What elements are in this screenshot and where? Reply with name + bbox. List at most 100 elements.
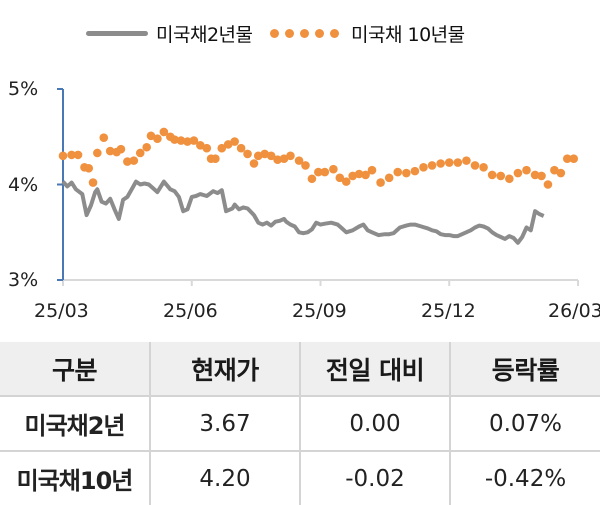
x-tick-label: 25/06 — [163, 300, 218, 322]
series-10y-dot — [384, 173, 394, 183]
y-tick-label: 5% — [8, 78, 39, 100]
series-10y-dot — [217, 143, 227, 153]
legend-label-10y: 미국채 10년물 — [351, 24, 465, 46]
series-10y-dot — [159, 127, 169, 137]
series-10y-dot — [266, 151, 276, 161]
table-header-row: 구분 현재가 전일 대비 등락률 — [0, 342, 600, 397]
header-category: 구분 — [0, 342, 151, 397]
series-10y-dot — [279, 154, 289, 164]
chart-plot-area — [57, 88, 579, 286]
series-10y-dot — [341, 177, 351, 186]
y-tick-label: 3% — [8, 269, 39, 291]
series-10y-dot — [170, 135, 179, 144]
header-price: 현재가 — [149, 342, 301, 397]
series-10y-dot — [513, 168, 523, 178]
series-10y-dot — [410, 166, 420, 176]
table-row: 미국채10년 4.20 -0.02 -0.42% — [0, 451, 600, 505]
series-10y-dot — [562, 154, 572, 164]
series-10y-dot — [189, 136, 199, 145]
series-10y-dot — [436, 159, 445, 168]
series-10y-dot — [470, 161, 480, 170]
dot-swatch-icon — [270, 29, 345, 38]
series-2y-line — [61, 179, 545, 245]
series-10y-dot — [314, 167, 323, 177]
series-10y-dot — [236, 143, 246, 153]
yield-table: 구분 현재가 전일 대비 등락률 미국채2년 3.67 0.00 0.07% 미… — [0, 342, 600, 505]
series-10y-dot — [129, 156, 139, 165]
series-10y-dot — [88, 178, 98, 187]
row-price: 4.20 — [149, 451, 301, 505]
series-10y-dot — [367, 165, 377, 175]
series-10y-dot — [196, 141, 205, 150]
series-10y-dot — [530, 170, 540, 180]
header-rate: 등락률 — [449, 342, 600, 397]
series-10y-dot — [320, 167, 330, 177]
series-10y-dot — [307, 174, 317, 184]
header-change: 전일 대비 — [299, 342, 451, 397]
series-10y-dot — [556, 168, 566, 178]
series-10y-dot — [273, 155, 282, 164]
y-tick-label: 4% — [8, 174, 39, 196]
series-10y-dot — [402, 168, 411, 178]
series-10y-dot — [58, 151, 68, 161]
series-10y-dot — [286, 151, 295, 161]
legend-item-2y: 미국채2년물 — [86, 20, 253, 47]
series-10y-dot — [176, 136, 186, 145]
series-10y-dot — [211, 154, 220, 164]
series-10y-dot — [243, 149, 252, 159]
series-10y-dot — [393, 167, 403, 177]
series-10y-dot — [67, 150, 76, 160]
series-10y-dot — [496, 171, 506, 181]
yield-chart: 5% 4% 3% 25/03 25/06 25/09 25/12 26/03 — [0, 70, 600, 330]
series-10y-dot — [99, 133, 109, 143]
table-row: 미국채2년 3.67 0.00 0.07% — [0, 396, 600, 452]
series-10y-dot — [419, 163, 428, 172]
series-10y-dot — [146, 131, 156, 141]
series-10y-dot — [335, 173, 345, 183]
x-tick-label: 26/03 — [548, 300, 600, 322]
series-10y-dot — [223, 140, 233, 149]
series-10y-dot — [479, 163, 488, 172]
series-10y-dot — [105, 146, 115, 156]
series-10y-dot — [505, 174, 514, 184]
series-10y-dot — [569, 154, 579, 164]
series-10y-dot — [116, 144, 126, 154]
chart-legend: 미국채2년물 미국채 10년물 — [0, 20, 600, 50]
series-10y-dot — [376, 178, 385, 187]
series-10y-dot — [522, 165, 531, 175]
series-10y-dot — [537, 171, 546, 181]
x-tick-label: 25/09 — [292, 300, 347, 322]
row-change: 0.00 — [299, 396, 451, 452]
series-10y-dot — [230, 137, 239, 146]
row-change: -0.02 — [299, 451, 451, 505]
row-name: 미국채10년 — [0, 451, 151, 505]
series-10y-dot — [487, 170, 497, 180]
row-rate: -0.42% — [449, 451, 600, 505]
row-rate: 0.07% — [449, 396, 600, 452]
series-10y-dot — [294, 156, 304, 165]
series-10y-dot — [550, 165, 559, 175]
line-swatch-icon — [86, 31, 148, 36]
legend-item-10y: 미국채 10년물 — [270, 20, 465, 47]
series-10y-dot — [354, 169, 364, 179]
series-10y-dot — [329, 164, 338, 174]
series-10y-dot — [361, 170, 370, 180]
series-10y-dot — [153, 134, 162, 143]
series-10y-dot — [444, 158, 454, 167]
x-tick-label: 25/03 — [34, 300, 89, 322]
series-10y-dot — [301, 161, 310, 170]
row-price: 3.67 — [149, 396, 301, 452]
series-10y-dot — [462, 156, 471, 165]
series-10y-dot — [93, 148, 102, 158]
series-10y-dot — [123, 157, 132, 166]
series-10y-dot — [183, 137, 192, 146]
series-10y-dot — [427, 161, 437, 170]
series-10y-dot — [249, 159, 259, 168]
series-10y-dot — [202, 143, 212, 153]
row-name: 미국채2년 — [0, 396, 151, 452]
series-10y-dot — [135, 148, 145, 158]
series-10y-dot — [73, 150, 83, 160]
x-tick-label: 25/12 — [421, 300, 476, 322]
series-10y-dot — [543, 180, 553, 189]
legend-label-2y: 미국채2년물 — [156, 24, 253, 46]
